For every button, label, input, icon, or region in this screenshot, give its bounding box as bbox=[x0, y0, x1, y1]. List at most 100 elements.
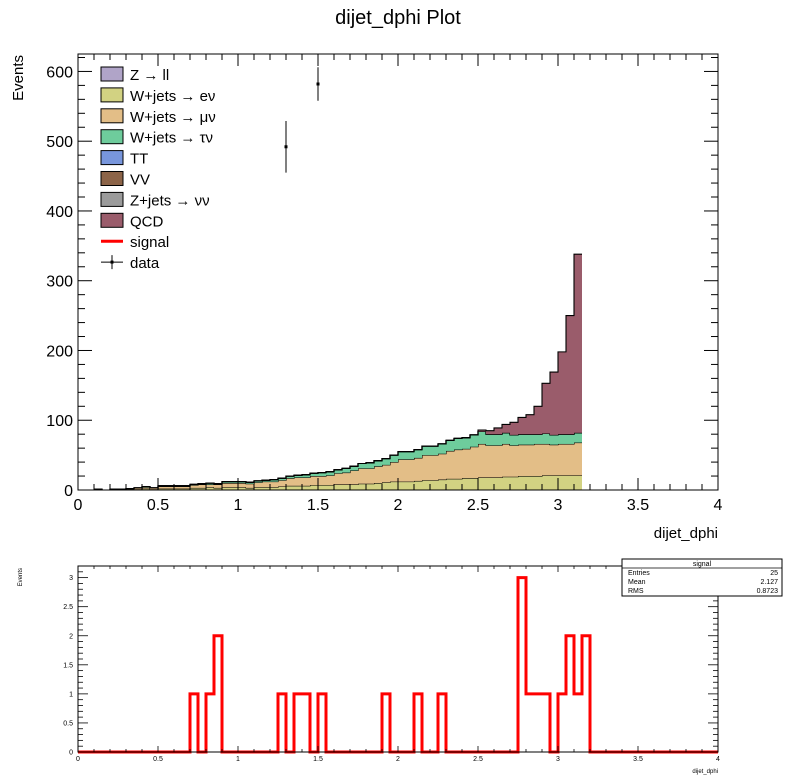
chart-title: dijet_dphi Plot bbox=[335, 7, 461, 29]
stack-bar bbox=[350, 484, 358, 490]
stats-entries-value: 25 bbox=[770, 570, 778, 577]
legend-swatch bbox=[100, 108, 124, 124]
stack-bar bbox=[566, 443, 574, 476]
stack-bar bbox=[430, 455, 438, 481]
stack-bar bbox=[286, 478, 294, 486]
stack-bar bbox=[502, 424, 510, 433]
stack-bar bbox=[366, 462, 374, 469]
legend-swatch bbox=[100, 87, 124, 103]
stack-bar bbox=[238, 481, 246, 484]
legend-label: W+jets → eν bbox=[130, 88, 215, 105]
stack-bar bbox=[374, 466, 382, 484]
stack-bar bbox=[542, 433, 550, 444]
stack-bar bbox=[566, 475, 574, 490]
signal-y-tick-label: 3 bbox=[69, 575, 73, 582]
stack-bar bbox=[318, 485, 326, 490]
stack-bar bbox=[366, 468, 374, 484]
stats-mean-value: 2.127 bbox=[760, 579, 778, 586]
stack-bar bbox=[350, 466, 358, 471]
stack-bar bbox=[438, 443, 446, 454]
stack-bar bbox=[478, 431, 486, 444]
stack-bar bbox=[206, 483, 214, 485]
stack-bar bbox=[398, 459, 406, 482]
signal-y-tick-label: 0 bbox=[69, 750, 73, 757]
y-tick-label: 300 bbox=[46, 274, 73, 291]
stack-bar bbox=[406, 481, 414, 490]
signal-y-tick-label: 1 bbox=[69, 691, 73, 698]
stack-bar bbox=[166, 486, 174, 489]
stack-bar bbox=[526, 434, 534, 445]
stack-bar bbox=[502, 432, 510, 444]
stack-bar bbox=[414, 480, 422, 490]
stack-bar bbox=[374, 460, 382, 467]
legend-swatch bbox=[100, 171, 124, 186]
stack-bar bbox=[502, 476, 510, 490]
signal-x-tick-label: 1 bbox=[236, 756, 240, 763]
x-tick-label: 4 bbox=[714, 497, 723, 514]
stack-bar bbox=[446, 478, 454, 490]
stack-bar bbox=[294, 485, 302, 490]
stack-bar bbox=[446, 450, 454, 479]
stack-bar bbox=[438, 479, 446, 490]
stack-bar bbox=[550, 475, 558, 490]
stack-layer-1 bbox=[94, 474, 582, 491]
stack-bar bbox=[390, 455, 398, 463]
stack-layer-7 bbox=[94, 253, 582, 491]
stats-box: signal Entries 25 Mean 2.127 RMS 0.8723 bbox=[621, 558, 783, 597]
stack-bar bbox=[566, 315, 574, 435]
stack-bar bbox=[182, 488, 190, 490]
stack-bar bbox=[478, 430, 486, 432]
stack-bar bbox=[486, 430, 494, 435]
stack-bar bbox=[262, 481, 270, 488]
stack-bar bbox=[294, 477, 302, 486]
signal-x-tick-label: 4 bbox=[716, 756, 720, 763]
stack-bar bbox=[518, 444, 526, 477]
stack-bar bbox=[390, 462, 398, 482]
stack-bar bbox=[486, 434, 494, 446]
stack-bar bbox=[558, 351, 566, 435]
y-tick-label: 400 bbox=[46, 204, 73, 221]
legend-swatch bbox=[100, 129, 124, 145]
stack-bar bbox=[190, 485, 198, 488]
legend-data-marker bbox=[110, 260, 114, 264]
stack-bar bbox=[238, 487, 246, 490]
stack-bar bbox=[262, 487, 270, 490]
legend-swatch bbox=[100, 150, 124, 166]
stack-bar bbox=[166, 488, 174, 490]
signal-y-tick-label: 2.5 bbox=[63, 604, 73, 611]
stack-bar bbox=[398, 451, 406, 460]
stack-bar bbox=[542, 383, 550, 434]
stack-bar bbox=[422, 446, 430, 456]
stats-entries-label: Entries bbox=[628, 570, 650, 577]
stack-bar bbox=[254, 487, 262, 490]
stack-bar bbox=[270, 487, 278, 490]
stack-bar bbox=[526, 414, 534, 435]
signal-x-tick-label: 2 bbox=[396, 756, 400, 763]
stack-bar bbox=[414, 457, 422, 481]
stack-bar bbox=[454, 449, 462, 479]
stack-bar bbox=[214, 484, 222, 488]
stack-bar bbox=[494, 434, 502, 446]
stack-bar bbox=[158, 486, 166, 489]
stack-bar bbox=[270, 481, 278, 488]
stack-bar bbox=[222, 481, 230, 484]
stack-bar bbox=[174, 488, 182, 490]
signal-x-tick-label: 1.5 bbox=[313, 756, 323, 763]
stack-bar bbox=[142, 487, 150, 489]
x-axis-label: dijet_dphi bbox=[654, 525, 718, 542]
stack-bar bbox=[542, 475, 550, 490]
stack-bar bbox=[534, 434, 542, 444]
stack-bar bbox=[542, 443, 550, 476]
legend-label: TT bbox=[130, 151, 148, 168]
stack-bar bbox=[478, 477, 486, 490]
stack-bar bbox=[150, 487, 158, 490]
stack-bar bbox=[502, 443, 510, 477]
stack-bar bbox=[550, 372, 558, 435]
x-tick-label: 1 bbox=[234, 497, 243, 514]
legend-label: Z+jets → νν bbox=[130, 192, 210, 209]
stack-bar bbox=[182, 486, 190, 489]
signal-x-axis-label: dijet_dphi bbox=[692, 769, 718, 775]
stack-bar bbox=[326, 471, 334, 476]
stack-bar bbox=[246, 483, 254, 488]
stack-bar bbox=[518, 417, 526, 435]
